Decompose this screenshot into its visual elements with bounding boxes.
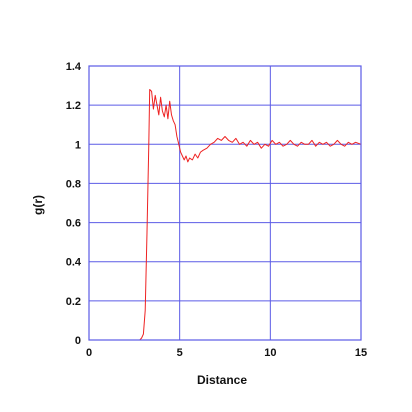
series-layer (89, 89, 362, 341)
y-tick-label: 1.2 (66, 100, 81, 112)
y-tick-label: 1.4 (66, 61, 82, 73)
y-axis-label: g(r) (31, 195, 45, 215)
y-tick-label: 0.8 (66, 178, 81, 190)
y-tick-label: 0 (75, 335, 81, 347)
series-line-0 (89, 89, 362, 341)
x-axis-label: Distance (197, 373, 247, 387)
x-tick-label: 0 (86, 347, 92, 359)
y-tick-label: 0.2 (66, 296, 81, 308)
y-tick-labels: 0 0.2 0.4 0.6 0.8 1 1.2 1.4 (66, 61, 82, 347)
x-tick-label: 5 (177, 347, 183, 359)
x-tick-label: 10 (264, 347, 276, 359)
y-tick-label: 1 (75, 139, 81, 151)
y-tick-label: 0.4 (66, 257, 82, 269)
x-tick-label: 15 (355, 347, 367, 359)
x-tick-labels: 0 5 10 15 (86, 347, 367, 359)
gridlines (89, 66, 361, 340)
y-tick-label: 0.6 (66, 218, 81, 230)
plot-frame (88, 65, 362, 341)
